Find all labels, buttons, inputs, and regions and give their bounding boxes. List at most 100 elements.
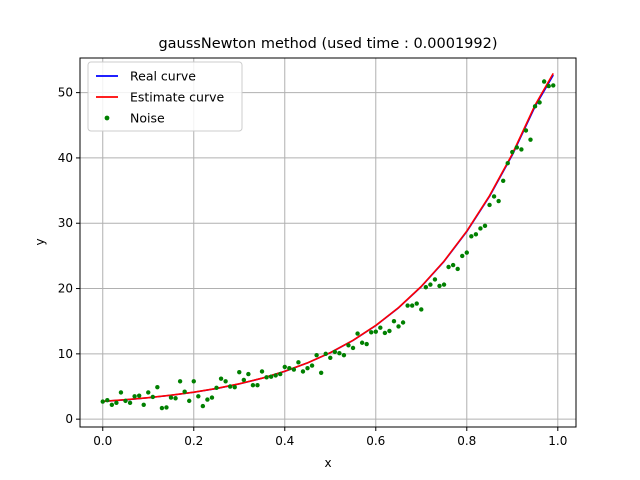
noise-point xyxy=(109,402,115,407)
noise-point xyxy=(318,370,324,375)
noise-point xyxy=(510,149,515,155)
y-tick-label: 10 xyxy=(58,347,73,361)
noise-point xyxy=(150,394,156,400)
y-tick-label: 50 xyxy=(58,86,73,100)
noise-point xyxy=(369,330,374,335)
noise-point xyxy=(309,363,315,368)
noise-point xyxy=(200,403,206,409)
noise-point xyxy=(196,394,201,399)
noise-point xyxy=(487,202,492,208)
x-tick-label: 0.2 xyxy=(184,434,203,448)
x-axis-label: x xyxy=(324,456,331,470)
x-tick-label: 0.4 xyxy=(275,434,294,448)
noise-point xyxy=(328,355,333,360)
noise-point xyxy=(255,383,260,388)
y-axis-label: y xyxy=(33,238,47,245)
noise-point xyxy=(164,405,169,410)
x-tick-label: 0.0 xyxy=(93,434,112,448)
noise-point xyxy=(541,79,547,84)
noise-point xyxy=(532,104,538,109)
noise-point xyxy=(232,384,237,390)
noise-point xyxy=(396,324,401,329)
noise-point xyxy=(191,379,196,384)
series-layer xyxy=(100,72,556,411)
noise-point xyxy=(464,250,469,255)
noise-point xyxy=(237,369,242,375)
noise-point xyxy=(400,320,406,325)
noise-point xyxy=(500,178,506,183)
noise-point xyxy=(491,194,497,199)
noise-point xyxy=(469,234,474,239)
legend-box xyxy=(87,61,243,132)
noise-point xyxy=(409,303,415,308)
noise-point xyxy=(428,282,433,287)
legend-swatch-2 xyxy=(104,115,110,121)
noise-point xyxy=(218,376,224,381)
noise-point xyxy=(423,285,429,290)
noise-point xyxy=(132,394,137,399)
noise-point xyxy=(482,223,488,229)
legend-label-1: Estimate curve xyxy=(130,90,225,105)
x-tick-label: 0.6 xyxy=(366,434,385,448)
noise-point xyxy=(155,384,160,390)
noise-point xyxy=(359,340,365,345)
noise-point xyxy=(419,307,424,312)
noise-point xyxy=(355,331,360,336)
noise-point xyxy=(118,390,124,395)
noise-point xyxy=(278,371,283,377)
noise-point xyxy=(382,330,388,336)
noise-point xyxy=(546,83,551,89)
noise-point xyxy=(100,399,105,404)
noise-point xyxy=(264,375,269,380)
noise-point xyxy=(337,351,342,356)
noise-point xyxy=(205,397,210,402)
plot-frame xyxy=(79,57,577,428)
noise-point xyxy=(187,398,192,404)
noise-point xyxy=(473,232,479,237)
noise-point xyxy=(168,395,174,400)
noise-point xyxy=(387,328,392,334)
noise-point xyxy=(305,366,310,371)
noise-point xyxy=(437,283,442,289)
noise-point xyxy=(551,83,556,88)
noise-point xyxy=(268,374,274,379)
noise-point xyxy=(478,226,483,231)
noise-point xyxy=(127,400,133,406)
noise-point xyxy=(414,301,419,306)
noise-point xyxy=(332,349,338,355)
noise-point xyxy=(391,319,397,324)
noise-point xyxy=(519,147,524,152)
noise-point xyxy=(177,379,183,384)
noise-point xyxy=(141,402,146,407)
y-tick-label: 20 xyxy=(58,282,73,296)
noise-point xyxy=(227,384,233,389)
noise-point xyxy=(455,266,460,272)
noise-point xyxy=(364,341,369,347)
noise-point xyxy=(123,398,128,404)
noise-point xyxy=(259,369,265,374)
chart-title: gaussNewton method (used time : 0.000199… xyxy=(158,36,497,52)
noise-point xyxy=(209,395,215,400)
noise-point xyxy=(350,345,356,351)
noise-point xyxy=(273,373,278,378)
noise-point xyxy=(528,137,533,142)
noise-point xyxy=(346,343,351,348)
x-tick-label: 0.8 xyxy=(457,434,476,448)
noise-point xyxy=(173,396,178,401)
ticks: 0.0 0.2 0.4 0.6 0.8 1.0 0 10 20 30 40 50 xyxy=(58,86,568,448)
noise-point xyxy=(114,400,119,406)
noise-point xyxy=(378,325,383,330)
noise-point xyxy=(223,379,228,384)
noise-point xyxy=(246,371,251,377)
noise-point xyxy=(514,145,520,150)
noise-point xyxy=(214,385,219,391)
noise-point xyxy=(159,405,165,411)
noise-point xyxy=(282,364,287,370)
noise-point xyxy=(314,352,319,358)
noise-point xyxy=(441,282,447,287)
noise-point xyxy=(300,369,306,374)
noise-point xyxy=(250,383,256,388)
legend-label-2: Noise xyxy=(130,111,165,126)
noise-point xyxy=(523,128,529,133)
